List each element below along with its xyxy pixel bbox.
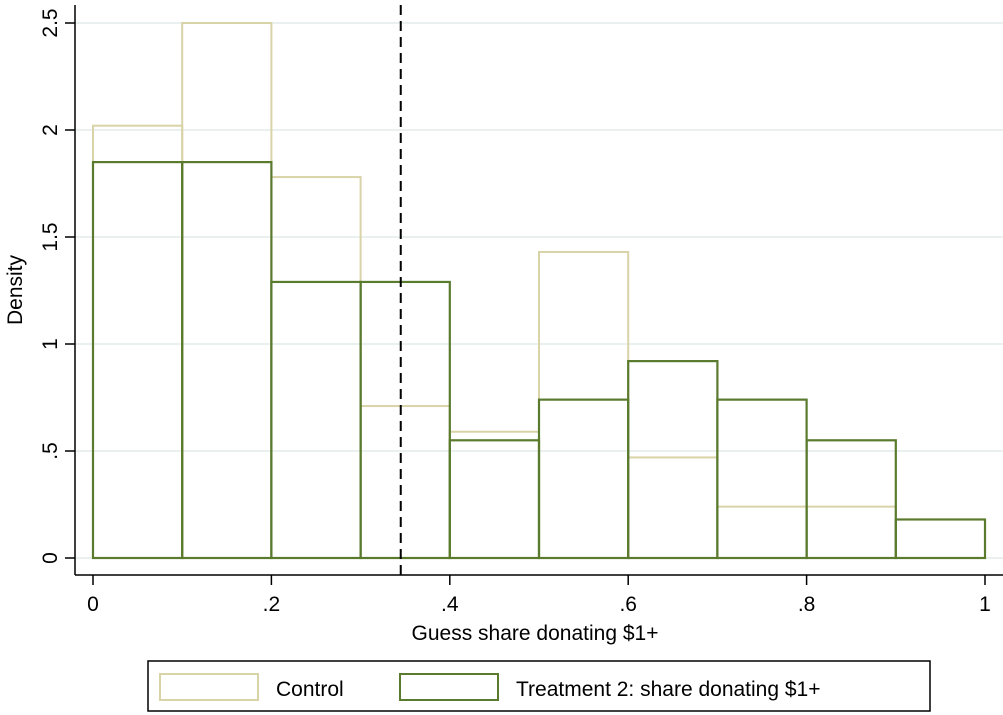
treatment-bar-8 (805, 439, 897, 560)
x-tick-label-0: 0 (87, 593, 99, 616)
treatment-bar-1 (181, 161, 273, 560)
control-bar-2 (270, 176, 362, 560)
y-tick-label-5: 2.5 (39, 8, 62, 37)
x-tick-label-4: .8 (798, 593, 816, 616)
control-bar-5 (538, 250, 630, 559)
y-tick-label-4: 2 (39, 124, 62, 136)
legend-box (147, 660, 931, 712)
x-tick-label-1: .2 (263, 593, 281, 616)
treatment-bar-2 (270, 280, 362, 560)
control-bar-7 (716, 505, 808, 560)
treatment-bar-3 (359, 280, 451, 560)
treatment-bar-5 (537, 398, 630, 560)
treatment-bar-0 (91, 161, 184, 560)
x-axis-title: Guess share donating $1+ (412, 622, 659, 645)
x-tick-label-5: 1 (979, 593, 991, 616)
control-bar-3 (359, 405, 451, 559)
y-tick-label-3: 1.5 (39, 222, 62, 251)
legend-label-treatment: Treatment 2: share donating $1+ (516, 678, 821, 701)
control-bar-8 (805, 505, 897, 560)
legend-swatch-control (159, 673, 259, 701)
y-tick-label-0: 0 (39, 552, 62, 564)
y-tick-label-1: .5 (39, 442, 62, 460)
treatment-bars (91, 161, 987, 560)
legend-label-control: Control (276, 678, 344, 701)
axes (74, 5, 1003, 576)
control-bar-0 (92, 124, 184, 559)
control-bar-6 (627, 456, 719, 560)
control-bar-1 (181, 22, 273, 559)
treatment-bar-9 (894, 518, 987, 560)
y-axis-title: Density (4, 254, 27, 325)
y-axis-ticks: 0 .5 1 1.5 2 2.5 (39, 8, 75, 564)
x-axis-ticks: 0 .2 .4 .6 .8 1 (87, 575, 991, 616)
x-tick-label-2: .4 (441, 593, 459, 616)
legend-swatch-treatment (399, 673, 499, 701)
treatment-bar-7 (716, 398, 808, 560)
treatment-bar-6 (627, 360, 719, 560)
legend: Control Treatment 2: share donating $1+ (147, 660, 931, 712)
y-tick-label-2: 1 (39, 338, 62, 350)
control-bars (92, 22, 897, 560)
treatment-bar-4 (448, 439, 541, 560)
x-tick-label-3: .6 (619, 593, 637, 616)
